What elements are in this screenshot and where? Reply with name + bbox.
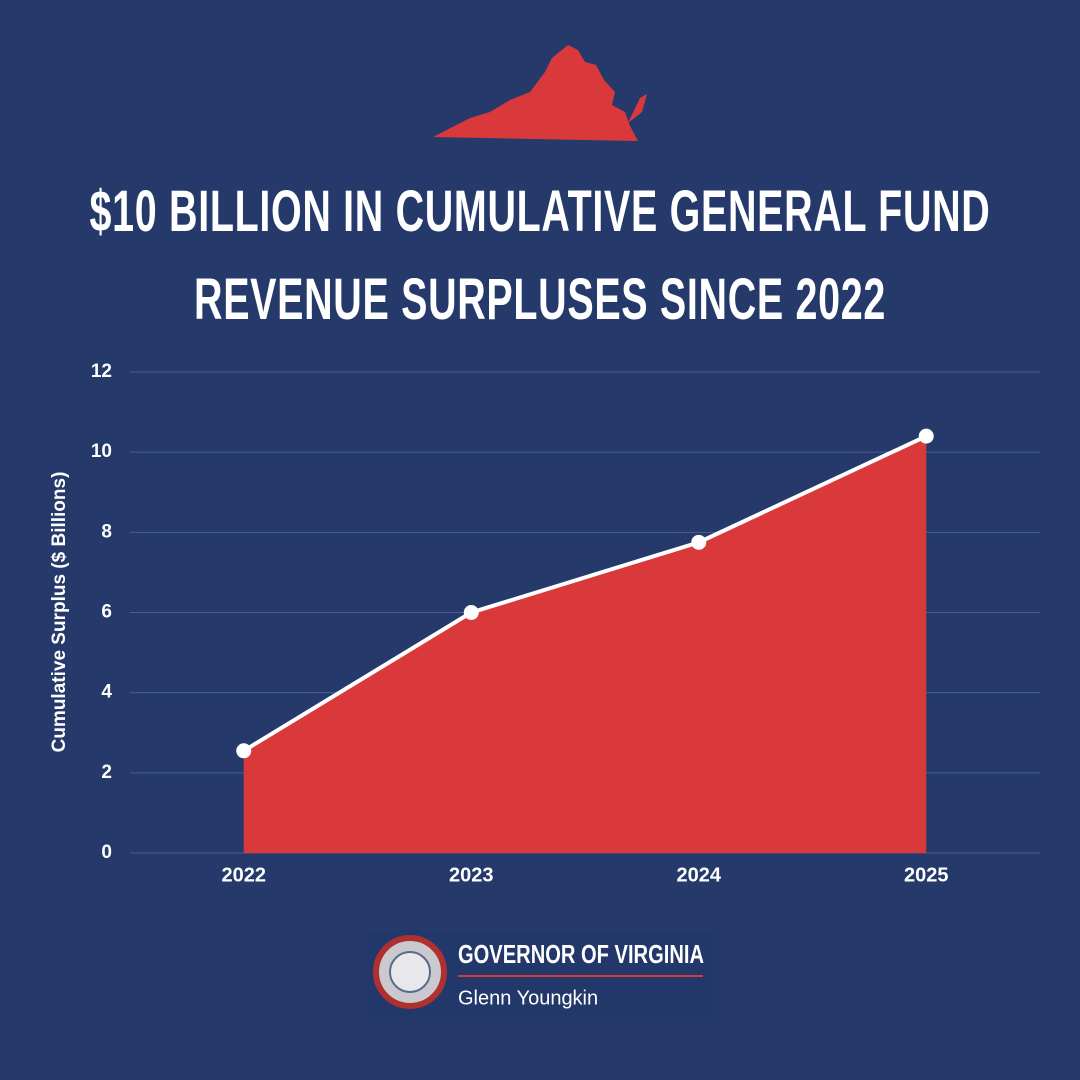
x-tick-label: 2022 <box>222 864 267 886</box>
point <box>236 743 252 759</box>
footer-org: GOVERNOR OF VIRGINIA <box>458 939 704 969</box>
virginia-shape <box>433 45 647 141</box>
area <box>243 436 927 853</box>
x-tick-label: 2023 <box>449 864 494 886</box>
footer-name: Glenn Youngkin <box>458 987 598 1009</box>
y-axis-label: Cumulative Surplus ($ Billions) <box>49 472 70 753</box>
line <box>242 434 928 753</box>
seal-inner <box>389 951 431 993</box>
y-tick-label: 4 <box>101 682 112 703</box>
x-tick-label: 2024 <box>677 864 722 886</box>
point <box>463 605 479 620</box>
y-tick-label: 0 <box>101 842 112 863</box>
point <box>691 534 707 550</box>
chart-title: $10 BILLION IN CUMULATIVE GENERAL FUND R… <box>89 179 991 328</box>
y-tick-label: 12 <box>91 361 112 382</box>
y-tick-label: 6 <box>101 602 112 623</box>
y-tick-label: 8 <box>101 521 112 542</box>
x-tick-label: 2025 <box>904 864 949 886</box>
y-tick-label: 10 <box>91 441 112 462</box>
point <box>918 428 934 444</box>
y-tick-label: 2 <box>101 762 112 783</box>
